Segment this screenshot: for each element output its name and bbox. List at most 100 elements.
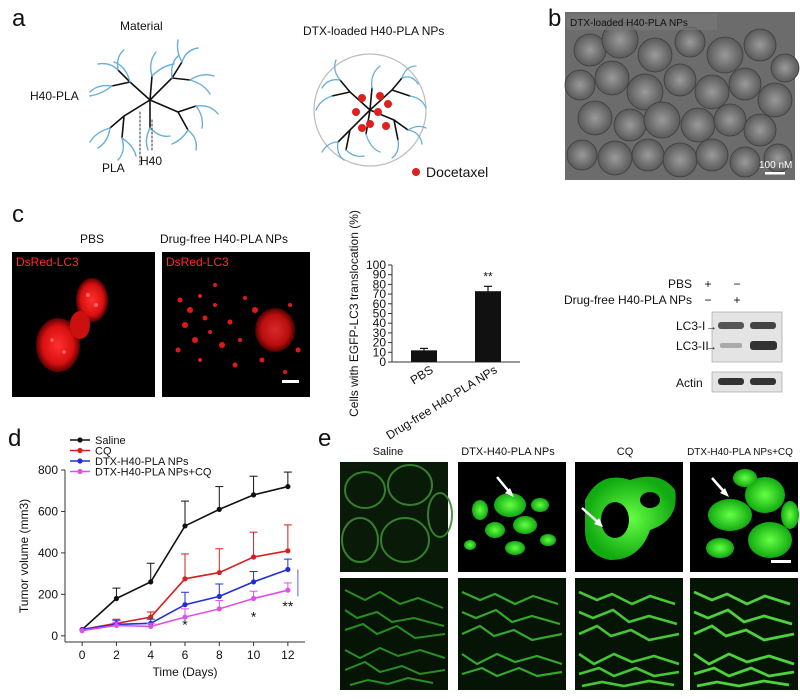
x-tick-label: 6 bbox=[182, 648, 189, 662]
category-label: Drug-free H40-PLA NPs bbox=[384, 363, 500, 443]
wb-band bbox=[750, 378, 776, 385]
drugfree-red-cells bbox=[175, 283, 301, 374]
x-tick-label: 10 bbox=[247, 648, 261, 662]
data-point bbox=[250, 595, 257, 602]
legend-marker bbox=[77, 458, 83, 464]
series bbox=[79, 471, 292, 633]
panel-c-label: c bbox=[12, 201, 24, 228]
y-tick-label: 800 bbox=[38, 463, 58, 477]
legend-label: Saline bbox=[95, 435, 126, 447]
y-tick-label: 90 bbox=[373, 268, 387, 282]
x-tick-label: 2 bbox=[113, 648, 120, 662]
wb-row2-sign-2: + bbox=[733, 293, 740, 307]
pbs-red-cells bbox=[36, 278, 108, 372]
data-point bbox=[182, 614, 188, 620]
tumor-volume-line-chart: 0 200 400 600 800 0 2 4 6 8 10 12 Time (Days) Tumor v… bbox=[17, 435, 305, 679]
x-axis-label: Time (Days) bbox=[153, 665, 218, 679]
wb-lc3ii-label: LC3-II bbox=[676, 339, 709, 353]
micrograph-cq-bottom bbox=[575, 578, 683, 690]
panel-d: d 0 200 400 600 800 0 2 4 6 8 10 12 Time (Days) Tumor… bbox=[8, 425, 305, 679]
data-point bbox=[216, 506, 222, 512]
x-tick-label: 12 bbox=[281, 648, 295, 662]
data-point bbox=[285, 548, 291, 554]
wb-band bbox=[750, 341, 777, 350]
wb-row2-sign-1: − bbox=[704, 293, 711, 307]
docetaxel-dot-icon bbox=[412, 168, 420, 176]
legend-marker bbox=[77, 468, 83, 475]
data-point bbox=[216, 593, 222, 600]
x-tick-label: 0 bbox=[79, 648, 86, 662]
wb-row1-sign-1: + bbox=[704, 277, 711, 291]
wb-band bbox=[720, 343, 742, 348]
y-tick-label: 0 bbox=[51, 629, 58, 643]
panel-b: b DTX-loaded H40-PLA NPs 100 nM bbox=[548, 5, 800, 180]
pbs-title: PBS bbox=[80, 232, 104, 246]
nps-title: DTX-loaded H40-PLA NPs bbox=[303, 24, 444, 38]
panel-a: a Material H40-PLA PLA H40 DTX-loaded H4… bbox=[12, 5, 488, 180]
data-point bbox=[285, 587, 291, 593]
x-tick-label: 8 bbox=[216, 648, 223, 662]
material-title: Material bbox=[120, 19, 163, 33]
data-point bbox=[250, 579, 257, 585]
wb-band bbox=[718, 322, 744, 329]
data-point bbox=[79, 628, 85, 634]
significance-label: ** bbox=[282, 598, 293, 614]
micrograph-saline-bottom: LC3B bbox=[340, 578, 448, 690]
polymer-schematic bbox=[89, 39, 219, 166]
x-tick-label: 4 bbox=[147, 648, 154, 662]
y-tick-label: 400 bbox=[38, 546, 58, 560]
col-title-cq: CQ bbox=[617, 446, 634, 458]
col-title-saline: Saline bbox=[373, 446, 404, 458]
h40pla-label: H40-PLA bbox=[30, 89, 79, 103]
y-tick-label: 0 bbox=[379, 355, 386, 369]
y-tick-label: 60 bbox=[373, 297, 387, 311]
data-point bbox=[216, 569, 222, 576]
y-tick-label: 50 bbox=[373, 307, 387, 321]
panel-e: e Saline DTX-H40-PLA NPs CQ DTX-H40-PLA … bbox=[318, 425, 799, 690]
y-tick-label: 70 bbox=[373, 287, 387, 301]
data-point bbox=[113, 622, 120, 629]
bar bbox=[411, 350, 437, 362]
sem-scale-label: 100 nM bbox=[759, 160, 792, 171]
panel-b-label: b bbox=[548, 5, 561, 32]
wb-lc3-blot bbox=[711, 311, 783, 363]
wb-actin-blot bbox=[711, 371, 783, 393]
data-point bbox=[182, 602, 188, 608]
pbs-marker-label: DsRed-LC3 bbox=[16, 255, 79, 269]
legend-label: CQ bbox=[95, 446, 112, 458]
micrograph-dtx-cq-top bbox=[690, 462, 799, 572]
wb-actin-label: Actin bbox=[676, 376, 703, 390]
pla-label: PLA bbox=[102, 161, 125, 175]
lc3b-label: LC3B bbox=[344, 583, 362, 590]
bar bbox=[475, 291, 501, 362]
y-tick-label: 200 bbox=[38, 587, 58, 601]
legend-label: DTX-H40-PLA NPs+CQ bbox=[95, 467, 212, 479]
panel-a-label: a bbox=[12, 5, 26, 32]
western-blot: PBS + − Drug-free H40-PLA NPs − + LC3-I … bbox=[564, 277, 783, 393]
y-tick-label: 600 bbox=[38, 504, 58, 518]
y-tick-label: 100 bbox=[366, 258, 386, 272]
wb-row1-label: PBS bbox=[668, 277, 692, 291]
micrograph-dtx-top bbox=[458, 462, 566, 572]
data-point bbox=[148, 623, 154, 630]
col-title-dtx: DTX-H40-PLA NPs bbox=[461, 446, 555, 458]
panel-e-label: e bbox=[318, 425, 331, 452]
drugfree-marker-label: DsRed-LC3 bbox=[166, 255, 229, 269]
wb-arrow-icon: → bbox=[706, 321, 717, 333]
data-point bbox=[148, 579, 154, 585]
data-point bbox=[285, 483, 291, 490]
y-tick-label: 30 bbox=[373, 326, 387, 340]
y-tick-label: 80 bbox=[373, 277, 387, 291]
series bbox=[79, 582, 292, 634]
micrograph-dtx-cq-bottom bbox=[690, 578, 798, 690]
wb-arrow-icon: → bbox=[706, 341, 717, 353]
col-title-dtx-cq: DTX-H40-PLA NPs+CQ bbox=[687, 447, 793, 458]
sem-particles bbox=[564, 21, 800, 178]
data-point bbox=[182, 576, 188, 582]
docetaxel-label: Docetaxel bbox=[426, 164, 488, 180]
micrograph-saline-top: LC3B bbox=[340, 462, 453, 572]
significance-label: * bbox=[251, 608, 257, 624]
legend-marker bbox=[77, 447, 83, 454]
